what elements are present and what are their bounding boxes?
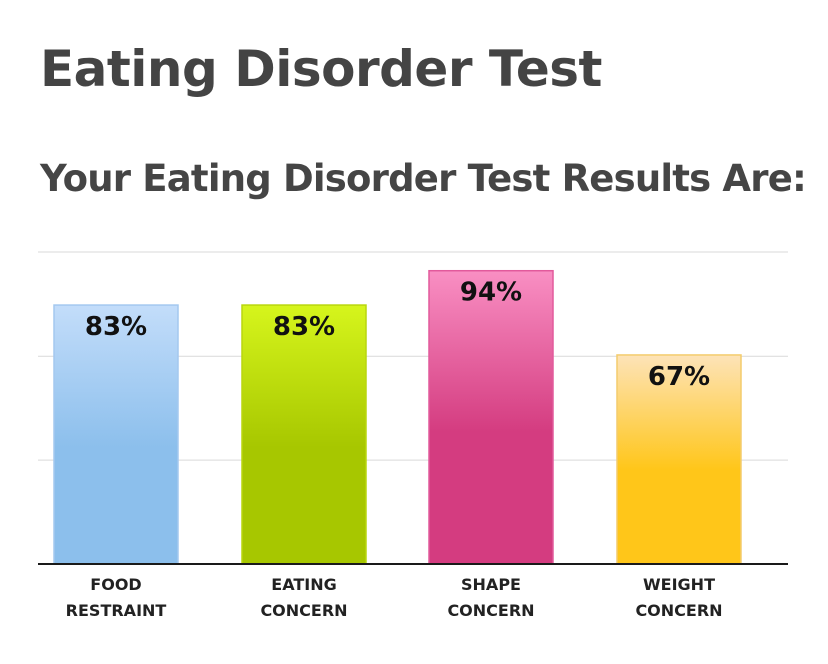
category-label: SHAPE — [461, 575, 521, 594]
bar-2 — [428, 269, 554, 565]
category-label: CONCERN — [447, 601, 534, 620]
results-heading: Your Eating Disorder Test Results Are: — [40, 157, 807, 200]
bar-1 — [241, 304, 367, 565]
category-label: RESTRAINT — [66, 601, 167, 620]
bar-value-label: 83% — [85, 312, 147, 342]
category-label: FOOD — [90, 575, 141, 594]
category-label: WEIGHT — [643, 575, 715, 594]
page-title: Eating Disorder Test — [40, 40, 602, 98]
bar-value-label: 83% — [273, 312, 335, 342]
category-label: EATING — [271, 575, 336, 594]
category-label: CONCERN — [260, 601, 347, 620]
bar-0 — [53, 304, 179, 565]
bar-value-label: 94% — [460, 278, 522, 308]
category-label: CONCERN — [635, 601, 722, 620]
bar-value-label: 67% — [648, 362, 710, 392]
bar-3 — [616, 354, 742, 565]
